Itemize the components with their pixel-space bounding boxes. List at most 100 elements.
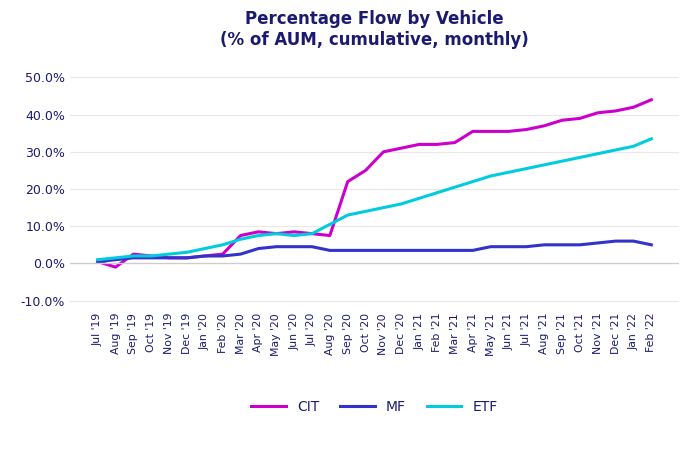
MF [540, 242, 548, 247]
ETF [237, 236, 245, 242]
ETF [629, 144, 638, 149]
CIT [361, 168, 370, 173]
CIT [433, 142, 441, 147]
CIT [522, 127, 531, 132]
ETF [254, 233, 262, 238]
CIT [326, 233, 334, 238]
ETF [308, 231, 316, 236]
MF [165, 255, 174, 260]
Legend: CIT, MF, ETF: CIT, MF, ETF [246, 395, 503, 420]
MF [254, 246, 262, 251]
MF [486, 244, 495, 250]
CIT [165, 255, 174, 260]
ETF [165, 251, 174, 257]
CIT [379, 149, 388, 154]
MF [522, 244, 531, 250]
ETF [344, 212, 352, 218]
CIT [451, 140, 459, 145]
MF [147, 255, 155, 260]
CIT [504, 129, 512, 134]
CIT [272, 231, 281, 236]
CIT [147, 253, 155, 259]
CIT [575, 116, 584, 121]
ETF [111, 255, 120, 260]
CIT [486, 129, 495, 134]
ETF [468, 179, 477, 184]
CIT [540, 123, 548, 129]
CIT [94, 259, 102, 264]
CIT [183, 255, 191, 260]
ETF [433, 190, 441, 196]
ETF [326, 222, 334, 227]
CIT [201, 253, 209, 259]
MF [344, 248, 352, 253]
ETF [94, 257, 102, 262]
ETF [594, 151, 602, 156]
MF [111, 257, 120, 262]
MF [629, 238, 638, 244]
CIT [308, 231, 316, 236]
ETF [486, 173, 495, 179]
MF [183, 255, 191, 260]
ETF [290, 233, 298, 238]
MF [558, 242, 566, 247]
Line: ETF: ETF [98, 139, 651, 260]
CIT [237, 233, 245, 238]
ETF [575, 155, 584, 160]
CIT [130, 251, 138, 257]
CIT [594, 110, 602, 116]
ETF [201, 246, 209, 251]
MF [468, 248, 477, 253]
MF [594, 240, 602, 246]
CIT [468, 129, 477, 134]
MF [361, 248, 370, 253]
CIT [629, 105, 638, 110]
Title: Percentage Flow by Vehicle
(% of AUM, cumulative, monthly): Percentage Flow by Vehicle (% of AUM, cu… [220, 10, 529, 49]
ETF [272, 231, 281, 236]
ETF [611, 147, 620, 153]
MF [433, 248, 441, 253]
MF [647, 242, 655, 247]
ETF [218, 242, 227, 247]
CIT [415, 142, 424, 147]
MF [397, 248, 405, 253]
ETF [451, 184, 459, 190]
CIT [397, 145, 405, 151]
CIT [558, 117, 566, 123]
MF [415, 248, 424, 253]
MF [308, 244, 316, 250]
CIT [611, 108, 620, 114]
CIT [218, 251, 227, 257]
CIT [344, 179, 352, 184]
MF [575, 242, 584, 247]
ETF [379, 205, 388, 210]
MF [290, 244, 298, 250]
Line: MF: MF [98, 241, 651, 261]
MF [451, 248, 459, 253]
ETF [130, 253, 138, 259]
MF [504, 244, 512, 250]
MF [379, 248, 388, 253]
MF [326, 248, 334, 253]
CIT [111, 265, 120, 270]
MF [272, 244, 281, 250]
ETF [361, 209, 370, 214]
MF [130, 255, 138, 260]
MF [201, 253, 209, 259]
MF [237, 251, 245, 257]
CIT [290, 229, 298, 235]
MF [94, 259, 102, 264]
MF [611, 238, 620, 244]
Line: CIT: CIT [98, 100, 651, 267]
ETF [647, 136, 655, 141]
ETF [147, 253, 155, 259]
ETF [522, 166, 531, 171]
ETF [415, 196, 424, 201]
ETF [183, 250, 191, 255]
CIT [647, 97, 655, 102]
MF [218, 253, 227, 259]
ETF [397, 201, 405, 207]
CIT [254, 229, 262, 235]
ETF [558, 159, 566, 164]
ETF [540, 162, 548, 168]
